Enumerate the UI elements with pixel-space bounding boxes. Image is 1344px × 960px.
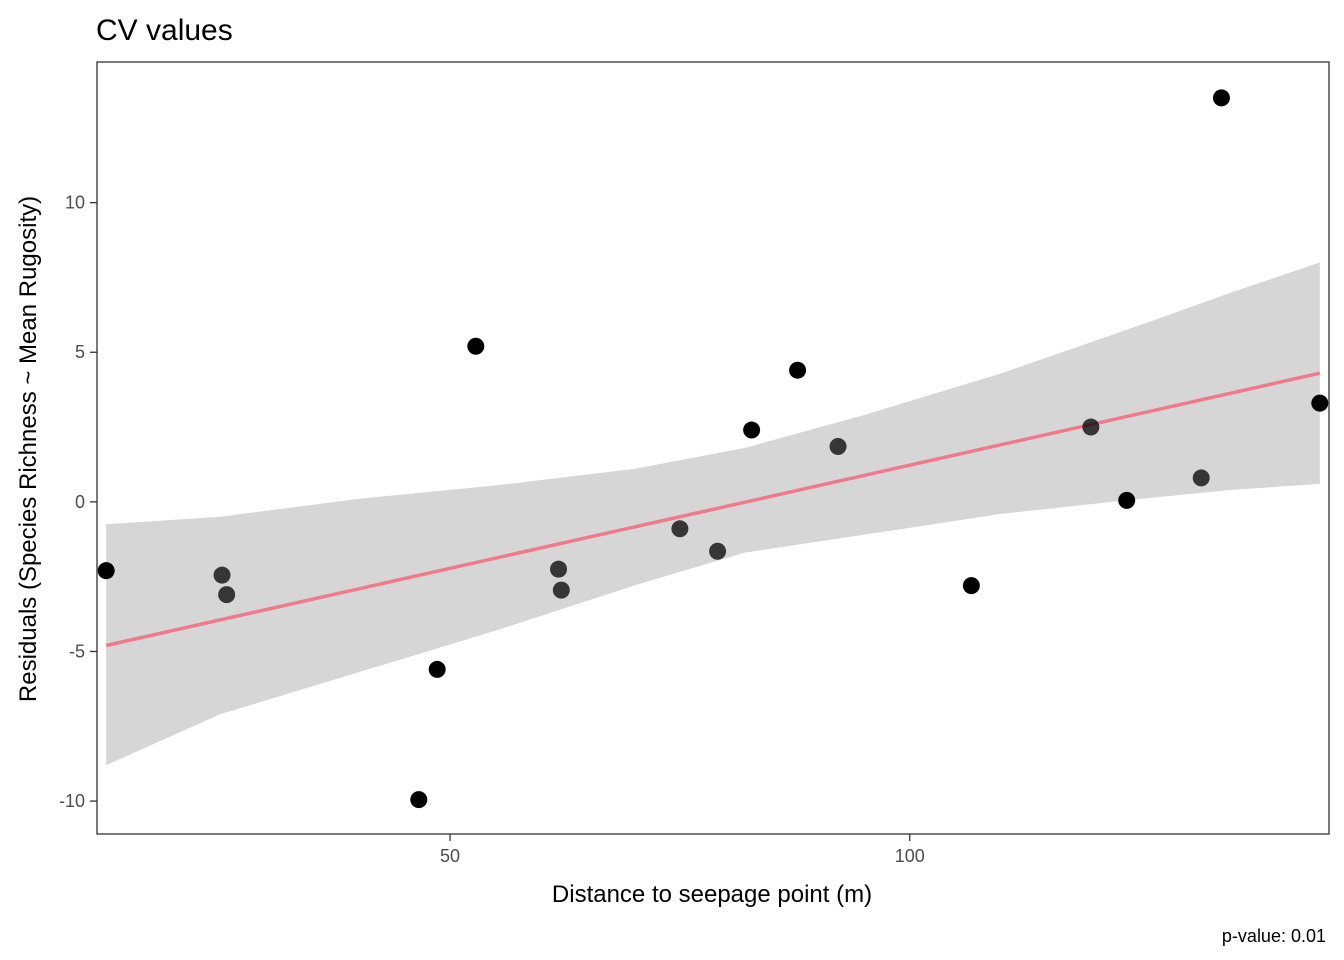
data-point [1082,418,1100,436]
data-point [218,586,236,604]
data-point [962,577,980,595]
confidence-band [106,262,1320,766]
data-point [1192,469,1210,487]
data-point [709,542,727,560]
y-tick-label: 0 [75,492,85,512]
x-tick-label: 50 [440,846,460,866]
data-point [671,520,689,538]
data-point [410,791,428,809]
plot-panel-border [96,61,1330,835]
plot-area: 50 100 -10 -5 0 5 10 [59,61,1330,866]
y-axis-label: Residuals (Species Richness ~ Mean Rugos… [15,196,42,702]
data-point [789,361,807,379]
p-value-caption: p-value: 0.01 [1222,926,1326,946]
data-point [552,581,570,599]
data-point [550,560,568,578]
data-point [428,660,446,678]
data-point [743,421,761,439]
x-axis-label: Distance to seepage point (m) [552,881,872,908]
data-point [467,337,485,355]
data-point [213,566,231,584]
data-point [829,438,847,456]
y-tick-label: 5 [75,342,85,362]
x-tick-label: 100 [895,846,925,866]
y-tick-label: -5 [69,641,85,661]
data-point [1118,491,1136,509]
data-point [97,562,115,580]
data-point [1212,89,1230,107]
chart-title: CV values [96,14,233,47]
y-tick-label: -10 [59,791,85,811]
data-point [1311,394,1329,412]
regression-line [105,371,1321,648]
y-tick-label: 10 [65,193,85,213]
